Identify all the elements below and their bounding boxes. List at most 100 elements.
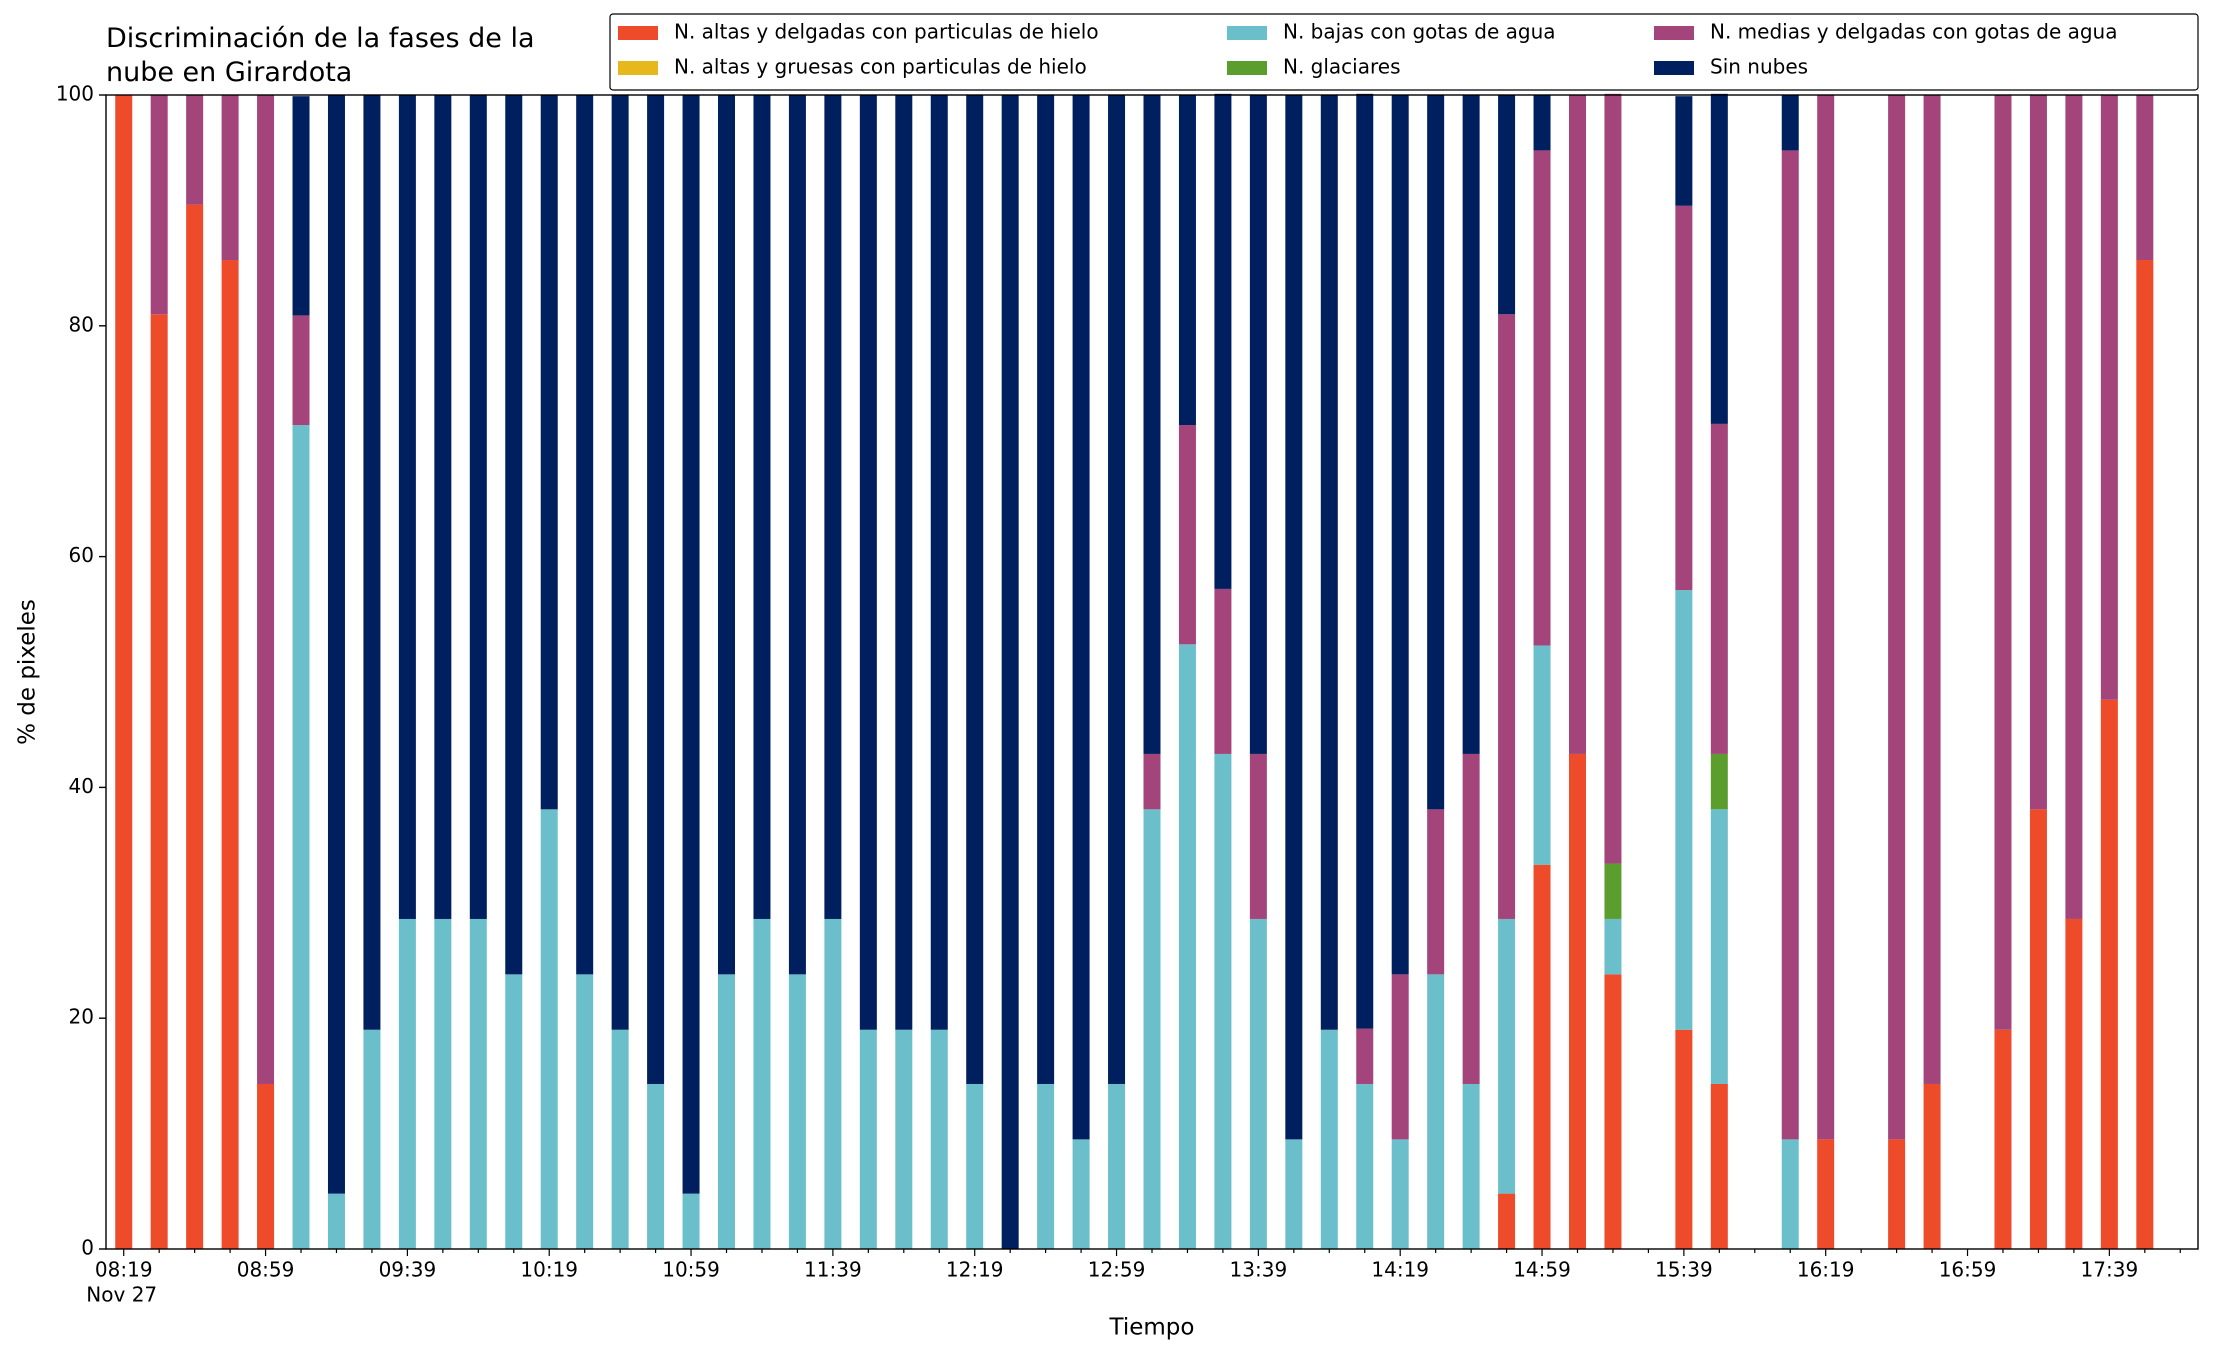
legend-swatch [618,26,658,40]
bar-segment [1320,95,1338,1030]
bar-segment [930,1029,948,1249]
bar-segment [186,95,204,205]
bar-segment [1710,753,1728,810]
bar-segment [257,1083,275,1249]
bar-segment [2029,95,2047,810]
bar-segment [363,95,381,1030]
bar-segment [434,918,452,1249]
bar-segment [1214,753,1232,1249]
bar-segment [1178,644,1196,1249]
bar-segment [1356,1028,1374,1084]
bar-segment [1923,1083,1941,1249]
y-tick-label: 100 [56,82,94,106]
bar-segment [1108,95,1126,1084]
bar-segment [1781,95,1799,151]
bar-segment [2065,95,2083,919]
bar-segment [1037,1083,1055,1249]
bar-segment [1037,95,1055,1084]
bar-segment [859,95,877,1030]
bar-segment [1533,645,1551,865]
x-tick-label: 13:39 [1230,1258,1288,1282]
bar-segment [1320,1029,1338,1249]
bar-segment [1568,753,1586,1249]
bar-segment [1568,95,1586,754]
bar-segment [1001,95,1019,1249]
x-tick-label: 15:39 [1655,1258,1713,1282]
bar-segment [1462,95,1480,754]
bar-segment [753,918,771,1249]
plot-frame [105,94,2199,1250]
bar-segment [150,314,168,1249]
bar-segment [895,95,913,1030]
legend-swatch [1227,26,1267,40]
bar-segment [966,1083,984,1249]
x-tick-label: 08:59 [237,1258,295,1282]
bar-segment [1675,96,1693,206]
bar-segment [1427,95,1445,810]
bar-segment [611,95,629,1030]
bar-segment [1462,753,1480,1084]
bar-segment [753,95,771,919]
bar-segment [895,1029,913,1249]
bar-segment [2100,699,2118,1249]
bar-segment [398,918,416,1249]
bar-segment [647,95,665,1084]
legend-label: N. altas y delgadas con particulas de hi… [674,20,1099,44]
bar-segment [1356,1083,1374,1249]
bar-segment [1249,95,1267,754]
bar-segment [1533,864,1551,1249]
x-tick-label: 10:19 [520,1258,578,1282]
bar-segment [469,918,487,1249]
bar-segment [1427,974,1445,1249]
bar-segment [576,974,594,1249]
legend-label: N. altas y gruesas con particulas de hie… [674,55,1087,79]
bar-segment [1498,1193,1516,1249]
bar-segment [1214,588,1232,754]
bar-segment [1072,95,1090,1140]
bar-segment [1072,1139,1090,1249]
x-axis-label: Tiempo [1109,1315,1195,1341]
bar-segment [966,95,984,1084]
bar-segment [505,974,523,1249]
legend-label: N. medias y delgadas con gotas de agua [1710,20,2118,44]
y-axis-label: % de pixeles [15,599,41,745]
bar-segment [1143,809,1161,1249]
bar-segment [1285,1139,1303,1249]
bar-segment [1356,93,1374,1029]
bar-segment [824,918,842,1249]
bar-segment [1781,1139,1799,1249]
legend-label: Sin nubes [1710,55,1808,79]
bar-segment [115,95,133,1249]
legend-label: N. glaciares [1283,55,1401,79]
legend-swatch [618,61,658,75]
bar-segment [824,95,842,919]
bar-segment [1675,205,1693,591]
bar-segment [1178,95,1196,426]
bar-segment [1923,95,1941,1084]
bar-segment [1108,1083,1126,1249]
bar-segment [859,1029,877,1249]
x-tick-label: 08:19 [95,1258,153,1282]
bar-segment [1391,974,1409,1140]
bar-segment [1675,590,1693,1030]
bar-segment [1888,1139,1906,1249]
bar-segment [1214,93,1232,589]
bar-segment [1710,93,1728,424]
x-tick-label: 14:59 [1513,1258,1571,1282]
bar-segment [1178,425,1196,645]
bar-segment [1498,918,1516,1194]
bar-segment [1604,863,1622,919]
bar-segment [186,204,204,1249]
bar-segment [1994,1029,2012,1249]
bar-segment [363,1029,381,1249]
bar-segment [1710,1083,1728,1249]
bar-segment [1888,95,1906,1140]
bar-segment [682,95,700,1194]
x-date-label: Nov 27 [86,1283,157,1307]
legend-swatch [1654,26,1694,40]
bar-segment [718,974,736,1249]
bar-segment [292,425,310,1249]
y-tick-label: 20 [69,1005,94,1029]
bar-segment [257,95,275,1084]
